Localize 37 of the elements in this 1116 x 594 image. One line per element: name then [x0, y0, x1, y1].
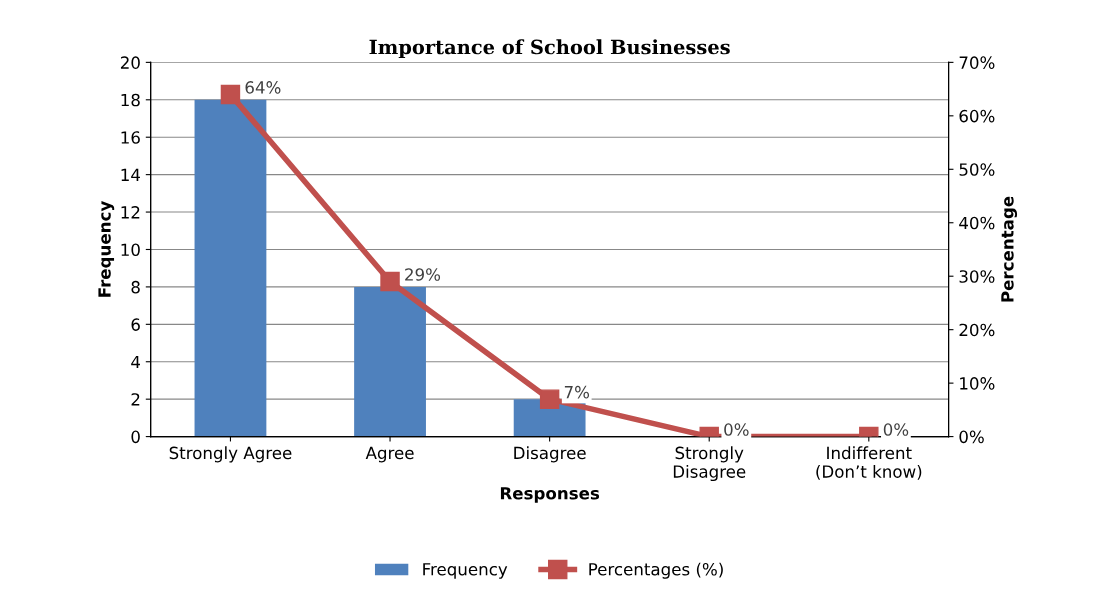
- x-tick-label: Disagree: [514, 446, 586, 463]
- y2-tick-label: 60%: [959, 109, 995, 123]
- y-tick-label: 8: [131, 280, 140, 294]
- y-tick-label: 4: [131, 355, 140, 369]
- y2-tick-label: 70%: [959, 56, 995, 69]
- data-label: 0%: [883, 423, 909, 436]
- data-label: 29%: [405, 268, 441, 281]
- y-tick-label: 14: [121, 168, 140, 181]
- y-tick-label: 18: [121, 93, 140, 107]
- x-axis-title: Responses: [500, 487, 600, 503]
- x-tick-label: Indifferent (Don’t know): [816, 446, 922, 480]
- y-tick-label: 10: [121, 243, 140, 257]
- x-tick-label: Strongly Disagree: [673, 446, 746, 482]
- chart-title: Importance of School Businesses: [369, 39, 730, 59]
- x-tick-label: Agree: [365, 446, 414, 463]
- bar: [354, 286, 426, 437]
- legend-label: Frequency: [423, 563, 508, 579]
- y2-tick-label: 0%: [959, 430, 984, 444]
- y2-axis-title: Percentage: [1001, 196, 1018, 302]
- data-label: 64%: [245, 81, 281, 94]
- y2-tick-label: 30%: [959, 270, 995, 283]
- legend-label: Percentages (%): [589, 562, 723, 579]
- y-tick-label: 20: [120, 56, 140, 69]
- y2-tick-label: 10%: [960, 377, 995, 390]
- data-label: 0%: [724, 423, 749, 436]
- y-tick-label: 6: [131, 318, 140, 331]
- y-tick-label: 16: [121, 131, 140, 144]
- y-axis-title: Frequency: [98, 201, 115, 297]
- y2-tick-label: 20%: [959, 323, 995, 337]
- x-tick-label: Strongly Agree: [169, 446, 292, 463]
- y-tick-label: 0: [131, 430, 140, 444]
- y-tick-label: 12: [121, 206, 140, 219]
- y2-tick-label: 40%: [959, 216, 995, 230]
- data-label: 7%: [564, 385, 590, 399]
- y-tick-label: 2: [131, 393, 140, 406]
- y2-tick-label: 50%: [959, 163, 995, 176]
- bar: [194, 99, 267, 437]
